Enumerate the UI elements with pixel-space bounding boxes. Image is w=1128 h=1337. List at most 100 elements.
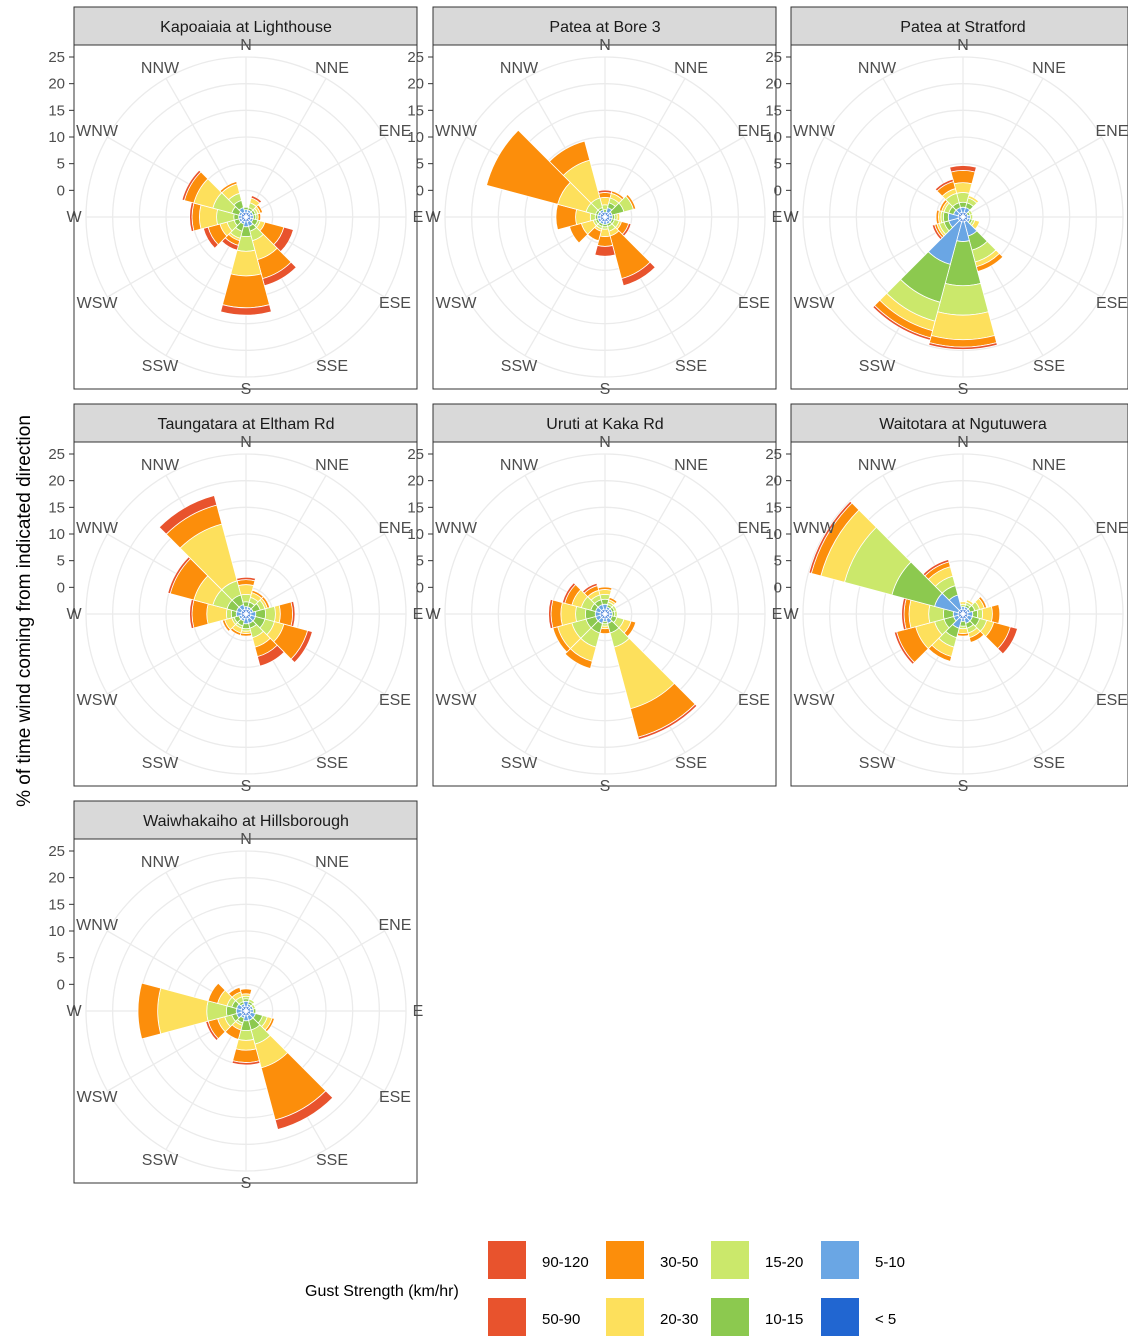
y-tick-label: 15: [765, 102, 782, 119]
wind-bar-segment: [256, 644, 285, 667]
legend-label: < 5: [875, 1311, 896, 1328]
direction-label: S: [958, 778, 969, 795]
direction-label: WNW: [793, 123, 836, 140]
wind-bar-segment: [561, 582, 577, 604]
legend-swatch: [821, 1298, 859, 1336]
panel-title: Waitotara at Ngutuwera: [879, 416, 1047, 433]
wind-bar-segment: [893, 631, 915, 665]
direction-label: N: [599, 37, 611, 54]
direction-label: NNW: [500, 60, 539, 77]
direction-label: N: [957, 37, 969, 54]
direction-label: ENE: [1096, 520, 1128, 537]
wind-bar-segment: [597, 586, 613, 591]
wind-bar-segment: [942, 211, 950, 223]
direction-label: SSE: [675, 358, 707, 375]
legend-label: 15-20: [765, 1254, 803, 1271]
direction-label: WSW: [794, 295, 836, 312]
wind-bar-segment: [949, 165, 977, 173]
panel-title: Patea at Bore 3: [549, 19, 660, 36]
panel-title: Waiwhakaiho at Hillsborough: [143, 813, 349, 830]
legend-title: Gust Strength (km/hr): [305, 1283, 459, 1300]
direction-label: WNW: [76, 520, 119, 537]
y-tick-label: 25: [407, 49, 424, 66]
y-tick-label: 0: [416, 182, 424, 199]
direction-label: ESE: [1096, 295, 1128, 312]
direction-label: WSW: [77, 692, 119, 709]
direction-label: ESE: [379, 1089, 411, 1106]
direction-label: S: [241, 778, 252, 795]
direction-label: WNW: [76, 123, 119, 140]
direction-label: W: [66, 1003, 82, 1020]
panel-strip: [73, 6, 418, 46]
legend-swatch: [606, 1241, 644, 1279]
direction-label: N: [599, 434, 611, 451]
y-tick-label: 20: [48, 473, 65, 490]
wind-bar-segment: [976, 608, 984, 620]
wind-bar-segment: [235, 1038, 257, 1051]
direction-label: ESE: [379, 295, 411, 312]
wind-bar-segment: [137, 982, 162, 1040]
legend-swatch: [606, 1298, 644, 1336]
spoke-gridline: [245, 872, 327, 1012]
direction-label: E: [413, 1003, 424, 1020]
direction-label: SSE: [1033, 358, 1065, 375]
y-tick-label: 10: [407, 129, 424, 146]
y-axis-title: % of time wind coming from indicated dir…: [14, 415, 35, 807]
direction-label: S: [600, 778, 611, 795]
y-tick-label: 20: [765, 473, 782, 490]
direction-label: E: [413, 606, 424, 623]
spoke-gridline: [604, 533, 744, 615]
direction-label: S: [241, 381, 252, 398]
wind-bar-segment: [872, 304, 932, 341]
spoke-gridline: [962, 78, 1044, 218]
direction-label: NNW: [141, 60, 180, 77]
direction-label: WNW: [435, 520, 478, 537]
direction-label: SSW: [142, 1152, 179, 1169]
panel-1: Patea at Bore 3N NNE ENE E ESE SSE S SSW WSW W WNW…: [407, 6, 782, 398]
wind-bar-segment: [930, 311, 996, 340]
wind-bar-segment: [997, 626, 1018, 655]
spoke-gridline: [962, 216, 1102, 298]
wind-bar-segment: [250, 195, 263, 204]
legend-label: 50-90: [542, 1311, 580, 1328]
y-tick-label: 5: [774, 156, 782, 173]
direction-label: NNE: [315, 457, 349, 474]
direction-label: W: [783, 606, 799, 623]
panel-3: Taungatara at Eltham RdN NNE ENE E ESE SSE S SS…: [48, 403, 424, 795]
panel-strip: [432, 6, 777, 46]
facet-panels: Kapoaiaia at LighthouseNNNEENEEESESSESSS…: [48, 6, 1128, 1192]
direction-label: SSE: [316, 358, 348, 375]
direction-label: NNE: [315, 854, 349, 871]
panel-4: Uruti at Kaka RdN NNE ENE E ESE SSE S SSW WSW W WN…: [407, 403, 782, 795]
direction-label: ENE: [379, 520, 412, 537]
direction-label: SSW: [859, 358, 896, 375]
direction-label: SSE: [675, 755, 707, 772]
direction-label: NNE: [674, 457, 708, 474]
direction-label: NNW: [141, 854, 180, 871]
wind-bar-segment: [956, 632, 970, 637]
spoke-gridline: [962, 475, 1044, 615]
wind-bar-segment: [625, 193, 637, 210]
y-tick-label: 5: [416, 553, 424, 570]
panel-strip: [73, 800, 418, 840]
y-tick-label: 0: [57, 976, 65, 993]
y-tick-label: 10: [765, 526, 782, 543]
direction-label: NNW: [858, 60, 897, 77]
direction-label: ENE: [379, 123, 412, 140]
wind-bar-segment: [225, 608, 233, 620]
direction-label: W: [783, 209, 799, 226]
wind-bar-segment: [959, 601, 967, 606]
direction-label: WNW: [793, 520, 836, 537]
wind-bar-segment: [581, 582, 598, 594]
wind-bar-segment: [931, 224, 943, 241]
spoke-gridline: [245, 533, 385, 615]
spoke-gridline: [245, 475, 327, 615]
wind-bar-segment: [928, 342, 998, 350]
wind-bar-segment: [219, 180, 238, 194]
y-tick-label: 0: [416, 579, 424, 596]
y-tick-label: 25: [407, 446, 424, 463]
wind-bar-segment: [207, 982, 226, 1004]
wind-bar-segment: [616, 212, 621, 222]
